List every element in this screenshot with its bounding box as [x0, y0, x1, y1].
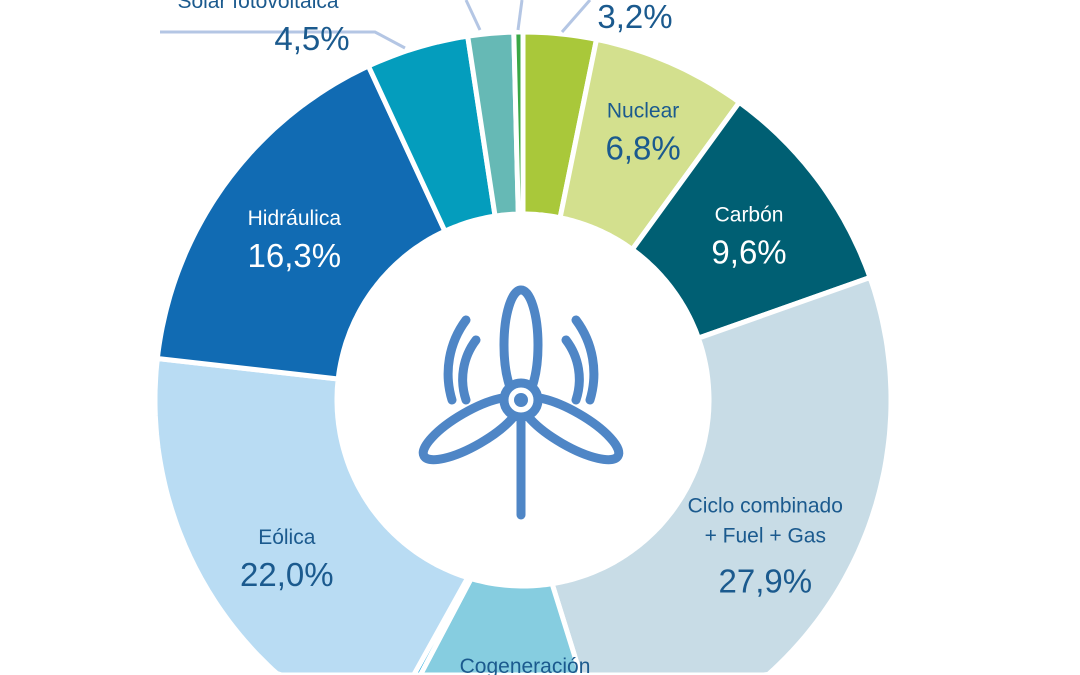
slice-value-3-2: 3,2% — [597, 0, 672, 35]
slice-label: Ciclo combinado — [688, 494, 843, 517]
slice-value: 6,8% — [605, 129, 680, 166]
leader-lines — [160, 0, 592, 50]
slice-unlabeled-10 — [511, 29, 526, 217]
wind-turbine-icon — [418, 285, 624, 520]
leader-line-solar — [160, 30, 406, 50]
slice-label-solar: Solar fotovoltaica — [177, 0, 338, 13]
slice-label: Eólica — [258, 526, 316, 549]
slice-label: Hidráulica — [248, 207, 342, 230]
leader-line-green — [516, 0, 524, 31]
slice-value: 22,0% — [240, 556, 334, 593]
leader-line-3-2 — [560, 0, 592, 33]
leader-line-teal — [464, 0, 482, 31]
slice-eólica — [152, 356, 471, 675]
slice-label: + Fuel + Gas — [705, 524, 826, 547]
slice-label: Nuclear — [607, 99, 679, 122]
slice-value: 27,9% — [718, 562, 812, 599]
slice-value: 9,6% — [711, 233, 786, 270]
slice-label-cogeneracion: Cogeneración — [460, 655, 591, 675]
slice-label: Carbón — [715, 203, 784, 226]
slice-value-solar: 4,5% — [274, 20, 349, 57]
slice-value: 16,3% — [248, 237, 342, 274]
slice-ciclo-combinado-fuel-gas — [549, 275, 894, 675]
